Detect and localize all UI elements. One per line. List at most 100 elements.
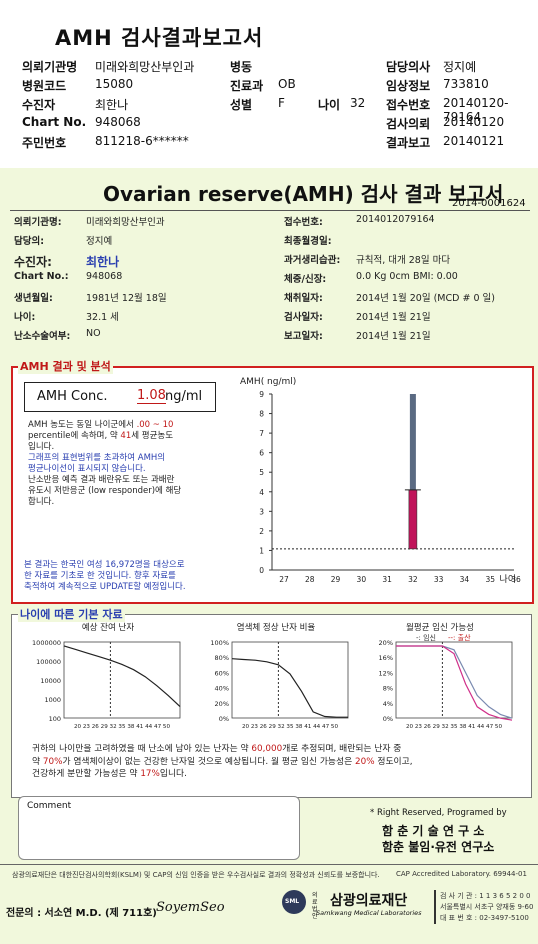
report-code: 2014-0001624 [452, 198, 526, 209]
x-tick-labels: 20 23 26 29 32 35 38 41 44 47 50 [74, 724, 171, 730]
field-value: 2014년 1월 21일 [356, 312, 431, 323]
interp-graph-note-2: 평균나이선이 표시되지 않습니다. [28, 464, 146, 474]
field-label: 성별 [230, 98, 253, 112]
series-line [63, 645, 181, 708]
monthly-pregnancy-chart: 월평균 임신 가능성-: 임신 --: 출산 20% 16% 12% 8% 4% 0% 20 2… [379, 622, 513, 730]
comment-label: Comment [27, 801, 72, 811]
amh-conc-value: 1.08 [137, 388, 166, 404]
field-value: 정지예 [443, 60, 477, 74]
field-value: 811218-6****** [95, 134, 189, 148]
x-tick-label: 29 [331, 575, 341, 584]
source-note-1: 본 결과는 한국인 여성 16,972명을 대상으로 [24, 560, 185, 570]
footer-cap: CAP Accredited Laboratory. 69944-01 [396, 870, 527, 878]
y-tick-label: 40% [215, 685, 229, 693]
header-title: AMH 검사결과보고서 [55, 26, 264, 50]
comment-box: Comment [18, 796, 300, 860]
field-label: 과거생리습관: [284, 255, 341, 266]
chart-bg [232, 370, 524, 592]
plot-frame [231, 641, 349, 719]
interp-c: percentile에 속하며, 약 [28, 431, 121, 441]
footer-note: 삼광의료재단은 대한진단검사의학회(KSLM) 및 CAP의 신임 인증을 받은… [12, 871, 380, 879]
interp-e: 세 평균농도 [131, 431, 174, 441]
y-tick-label: 0 [259, 566, 264, 575]
field-value: 2014년 1월 20일 (MCD # 0 일) [356, 293, 495, 304]
x-tick-label: 28 [305, 575, 315, 584]
field-value: F [278, 96, 285, 110]
samkwang-logo-icon: SML [282, 890, 306, 914]
x-tick-label: 33 [434, 575, 444, 584]
footer-rule [0, 864, 538, 865]
org-english: Samkwang Medical Laboratories [316, 909, 422, 917]
field-value: 1981년 12월 18일 [86, 293, 167, 304]
field-label: 보고일자: [284, 331, 323, 342]
field-value: OB [278, 77, 296, 91]
y-tick-label: 8% [383, 685, 393, 693]
small-chart-title: 예상 잔여 난자 [82, 622, 135, 633]
field-value: 정지예 [86, 236, 113, 247]
field-label: Chart No.: [14, 271, 69, 282]
report-title: Ovarian reserve(AMH) 검사 결과 보고서 [103, 182, 504, 206]
y-tick-label: 80% [215, 654, 229, 662]
legend-pregnancy: -: 임신 [416, 633, 436, 642]
field-label: 접수번호 [386, 98, 431, 112]
org-prefix: 의료법인 [312, 892, 318, 920]
footer-divider [434, 890, 436, 924]
interp-age: 41 [120, 431, 132, 441]
x-tick-labels: 20 23 26 29 32 35 38 41 44 47 50 [242, 724, 339, 730]
interp-response-2: 유도시 저반응군 (low responder)에 해당 [28, 486, 182, 496]
plot-frame [63, 641, 181, 719]
rights-lab: 함춘 불임·유전 연구소 [382, 840, 495, 854]
y-tick-label: 8 [259, 410, 264, 419]
field-label: 담당의: [14, 236, 45, 247]
x-tick-label: 34 [460, 575, 470, 584]
y-tick-label: 10000 [40, 677, 61, 685]
age-section-title: 나이에 따른 기본 자료 [18, 606, 125, 622]
doctor-name: 전문의 : 서소연 M.D. (제 711호) [6, 908, 157, 919]
remaining-eggs-chart: 예상 잔여 난자 1000000 100000 10000 1000 100 20 23 2… [32, 622, 181, 730]
y-tick-label: 3 [259, 507, 264, 516]
summary-c: 개로 추정되며, 배란되는 난자 중 [282, 744, 402, 754]
amh-conc-box: AMH Conc. 1.08 ng/ml [24, 382, 216, 412]
field-value: 최한나 [95, 98, 129, 112]
field-label: 의뢰기관명: [14, 217, 62, 228]
field-value: 32.1 세 [86, 312, 119, 323]
field-label: 의뢰기관명 [22, 60, 78, 74]
field-label: 나이: [14, 312, 36, 323]
field-value: 최한나 [86, 255, 120, 269]
x-tick-label: 31 [382, 575, 392, 584]
field-value: 948068 [95, 115, 141, 129]
y-tick-label: 1 [259, 546, 264, 555]
source-note-2: 한 자료를 기초로 한 것입니다. 향후 자료를 [24, 571, 176, 581]
field-label: Chart No. [22, 115, 87, 129]
summary-f: 정도이고, [374, 756, 413, 767]
field-value: 2014012079164 [356, 214, 435, 225]
y-tick-label: 4% [383, 700, 393, 708]
rights-line: * Right Reserved, Programed by [370, 808, 507, 818]
small-chart-title: 염색체 정상 난자 비율 [237, 622, 316, 633]
x-tick-label: 35 [485, 575, 495, 584]
field-label: 병동 [230, 60, 253, 74]
lab-address: 서울특별시 서초구 양재동 9-60 [440, 903, 534, 911]
age-label: 나이 [318, 98, 341, 112]
x-tick-labels: 20 23 26 29 32 35 38 41 44 47 50 [406, 724, 503, 730]
field-value: 규칙적, 대개 28일 마다 [356, 255, 451, 266]
summary-g: 건강하게 분만할 가능성은 약 [32, 769, 141, 779]
interp-graph-note-1: 그래프의 표현범위를 초과하여 AMH의 [28, 453, 166, 463]
field-label: 수진자 [22, 98, 56, 112]
y-tick-label: 20% [215, 700, 229, 708]
field-label: 최종월경일: [284, 236, 332, 247]
rights-institute: 함 춘 기 술 연 구 소 [382, 824, 485, 838]
range-bar [409, 394, 416, 549]
field-label: 담당의사 [386, 60, 431, 74]
interp-a: AMH 농도는 동일 나이군에서 [28, 420, 137, 430]
series-birth [396, 645, 513, 721]
data-source-note: 본 결과는 한국인 여성 16,972명을 대상으로 한 자료를 기초로 한 것… [24, 560, 234, 593]
amh-conc-label: AMH Conc. [37, 389, 108, 404]
field-value: 733810 [443, 77, 489, 91]
interp-percentile: .00 ~ 10 [136, 420, 174, 430]
legend-birth: --: 출산 [448, 633, 471, 642]
y-tick-label: 100000 [36, 658, 61, 666]
field-label: 생년월일: [14, 293, 53, 304]
field-value: 20140120 [443, 115, 505, 129]
field-value: 0.0 Kg 0cm BMI: 0.00 [356, 271, 458, 282]
